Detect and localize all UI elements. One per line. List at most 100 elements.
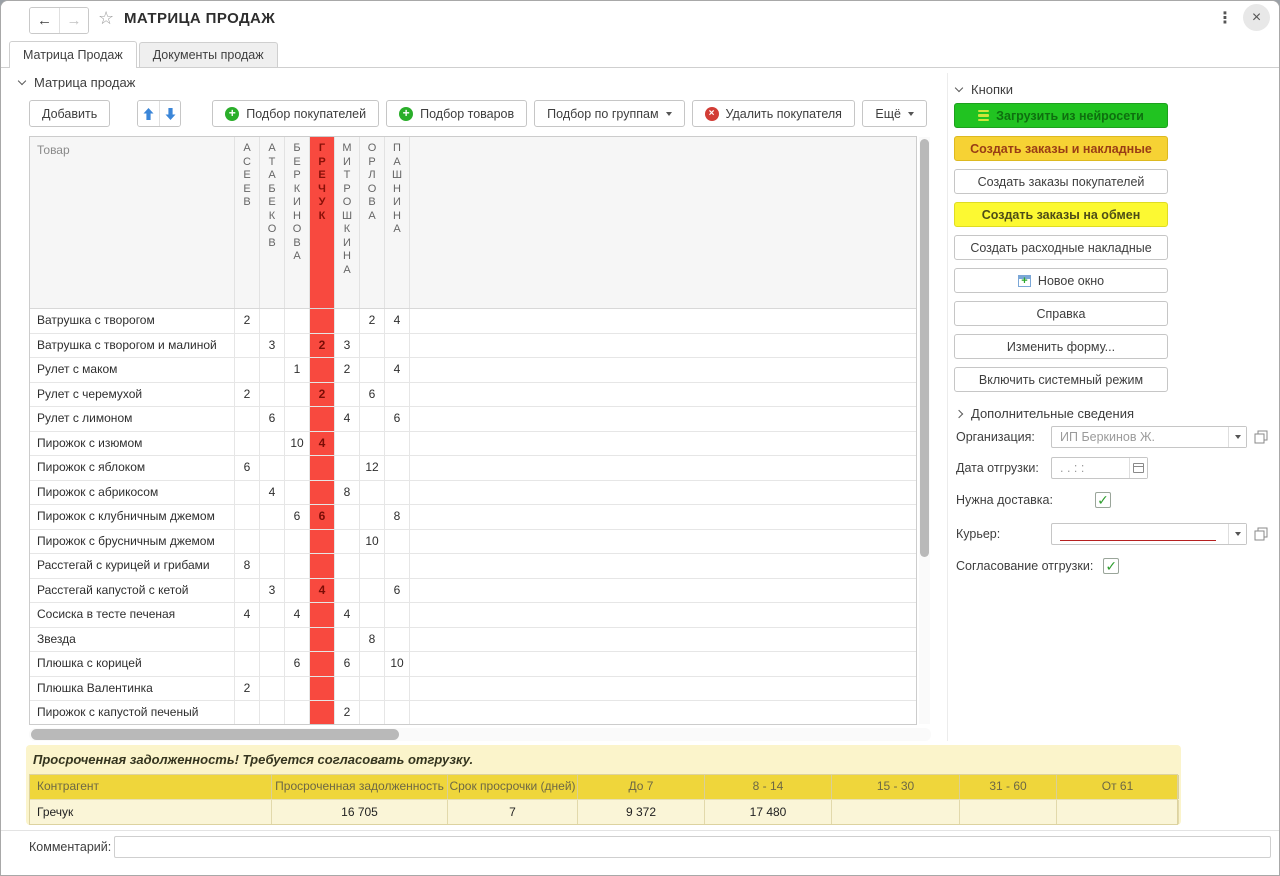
matrix-cell[interactable] (260, 431, 285, 455)
matrix-cell[interactable]: 3 (335, 333, 360, 357)
matrix-cell[interactable] (360, 505, 385, 529)
matrix-cell[interactable] (385, 333, 410, 357)
matrix-cell[interactable] (285, 456, 310, 480)
matrix-cell[interactable]: 12 (360, 456, 385, 480)
matrix-cell[interactable] (235, 578, 260, 602)
matrix-cell[interactable] (310, 309, 335, 333)
matrix-cell[interactable] (235, 333, 260, 357)
matrix-cell[interactable] (310, 676, 335, 700)
matrix-cell[interactable] (235, 505, 260, 529)
help-button[interactable]: Справка (954, 301, 1168, 326)
ship-date-field[interactable]: . . : : (1051, 457, 1148, 479)
calendar-button[interactable] (1129, 458, 1147, 478)
matrix-cell[interactable]: 6 (235, 456, 260, 480)
matrix-cell[interactable] (385, 627, 410, 651)
matrix-cell[interactable]: 3 (260, 333, 285, 357)
matrix-cell[interactable]: 4 (310, 578, 335, 602)
matrix-cell[interactable] (310, 480, 335, 504)
matrix-cell[interactable] (385, 480, 410, 504)
matrix-cell[interactable] (385, 382, 410, 406)
pick-goods-button[interactable]: + Подбор товаров (386, 100, 528, 127)
matrix-cell[interactable] (310, 407, 335, 431)
back-button[interactable]: ← (30, 8, 59, 33)
tab-sales-documents[interactable]: Документы продаж (138, 42, 278, 67)
pick-groups-dropdown[interactable]: Подбор по группам (534, 100, 685, 127)
matrix-cell[interactable] (335, 382, 360, 406)
matrix-cell[interactable]: 2 (235, 309, 260, 333)
matrix-cell[interactable] (285, 480, 310, 504)
matrix-cell[interactable] (360, 578, 385, 602)
open-organization-button[interactable] (1254, 430, 1268, 444)
matrix-cell[interactable] (285, 309, 310, 333)
buttons-section-header[interactable]: Кнопки (954, 82, 1013, 97)
matrix-cell[interactable] (360, 554, 385, 578)
matrix-cell[interactable] (285, 333, 310, 357)
debt-row[interactable]: Гречук 16 705 7 9 372 17 480 (30, 799, 1179, 824)
matrix-cell[interactable] (260, 505, 285, 529)
product-name-cell[interactable]: Рулет с черемухой (30, 382, 235, 406)
matrix-cell[interactable] (285, 407, 310, 431)
matrix-cell[interactable] (360, 701, 385, 724)
system-mode-button[interactable]: Включить системный режим (954, 367, 1168, 392)
matrix-cell[interactable]: 4 (310, 431, 335, 455)
matrix-cell[interactable] (310, 358, 335, 382)
matrix-cell[interactable]: 6 (285, 652, 310, 676)
matrix-cell[interactable]: 2 (360, 309, 385, 333)
open-courier-button[interactable] (1254, 527, 1268, 541)
matrix-cell[interactable]: 10 (385, 652, 410, 676)
more-button[interactable]: Ещё (862, 100, 927, 127)
scrollbar-thumb[interactable] (31, 729, 399, 740)
buyer-column-header[interactable]: М И Т Р О Ш К И Н А (335, 137, 360, 308)
move-down-button[interactable] (159, 101, 181, 126)
matrix-cell[interactable]: 6 (385, 578, 410, 602)
matrix-cell[interactable]: 6 (310, 505, 335, 529)
matrix-cell[interactable] (260, 358, 285, 382)
details-section-header[interactable]: Дополнительные сведения (954, 406, 1134, 421)
matrix-cell[interactable] (385, 676, 410, 700)
matrix-cell[interactable]: 4 (385, 309, 410, 333)
forward-button[interactable]: → (59, 8, 88, 33)
organization-field[interactable]: ИП Беркинов Ж. (1051, 426, 1247, 448)
matrix-cell[interactable] (310, 701, 335, 724)
matrix-cell[interactable] (335, 554, 360, 578)
matrix-cell[interactable] (235, 431, 260, 455)
matrix-cell[interactable] (335, 456, 360, 480)
matrix-cell[interactable]: 1 (285, 358, 310, 382)
edit-form-button[interactable]: Изменить форму... (954, 334, 1168, 359)
product-name-cell[interactable]: Звезда (30, 627, 235, 651)
matrix-cell[interactable] (285, 529, 310, 553)
kebab-menu-icon[interactable]: ⋮ (1217, 10, 1233, 27)
matrix-cell[interactable] (285, 627, 310, 651)
matrix-cell[interactable] (335, 309, 360, 333)
matrix-cell[interactable] (310, 529, 335, 553)
product-name-cell[interactable]: Пирожок с брусничным джемом (30, 529, 235, 553)
product-name-cell[interactable]: Пирожок с капустой печеный (30, 701, 235, 724)
matrix-cell[interactable]: 6 (285, 505, 310, 529)
matrix-cell[interactable] (310, 456, 335, 480)
product-name-cell[interactable]: Пирожок с клубничным джемом (30, 505, 235, 529)
delivery-checkbox[interactable]: ✓ (1094, 492, 1111, 508)
product-name-cell[interactable]: Плюшка Валентинка (30, 676, 235, 700)
add-button[interactable]: Добавить (29, 100, 111, 127)
product-name-cell[interactable]: Сосиска в тесте печеная (30, 603, 235, 627)
matrix-cell[interactable]: 4 (335, 603, 360, 627)
matrix-cell[interactable] (260, 456, 285, 480)
product-name-cell[interactable]: Пирожок с абрикосом (30, 480, 235, 504)
buyer-column-header[interactable]: П А Ш Н И Н А (385, 137, 410, 308)
matrix-cell[interactable] (235, 627, 260, 651)
product-name-cell[interactable]: Плюшка с корицей (30, 652, 235, 676)
matrix-cell[interactable] (235, 701, 260, 724)
matrix-cell[interactable] (335, 431, 360, 455)
product-name-cell[interactable]: Пирожок с изюмом (30, 431, 235, 455)
load-from-neural-button[interactable]: Загрузить из нейросети (954, 103, 1168, 128)
matrix-cell[interactable] (260, 652, 285, 676)
matrix-cell[interactable] (260, 382, 285, 406)
product-name-cell[interactable]: Расстегай с курицей и грибами (30, 554, 235, 578)
matrix-cell[interactable] (360, 676, 385, 700)
matrix-cell[interactable] (285, 382, 310, 406)
organization-dropdown-button[interactable] (1228, 427, 1246, 447)
create-orders-invoices-button[interactable]: Создать заказы и накладные (954, 136, 1168, 161)
product-name-cell[interactable]: Рулет с лимоном (30, 407, 235, 431)
matrix-cell[interactable] (260, 627, 285, 651)
product-name-cell[interactable]: Пирожок с яблоком (30, 456, 235, 480)
